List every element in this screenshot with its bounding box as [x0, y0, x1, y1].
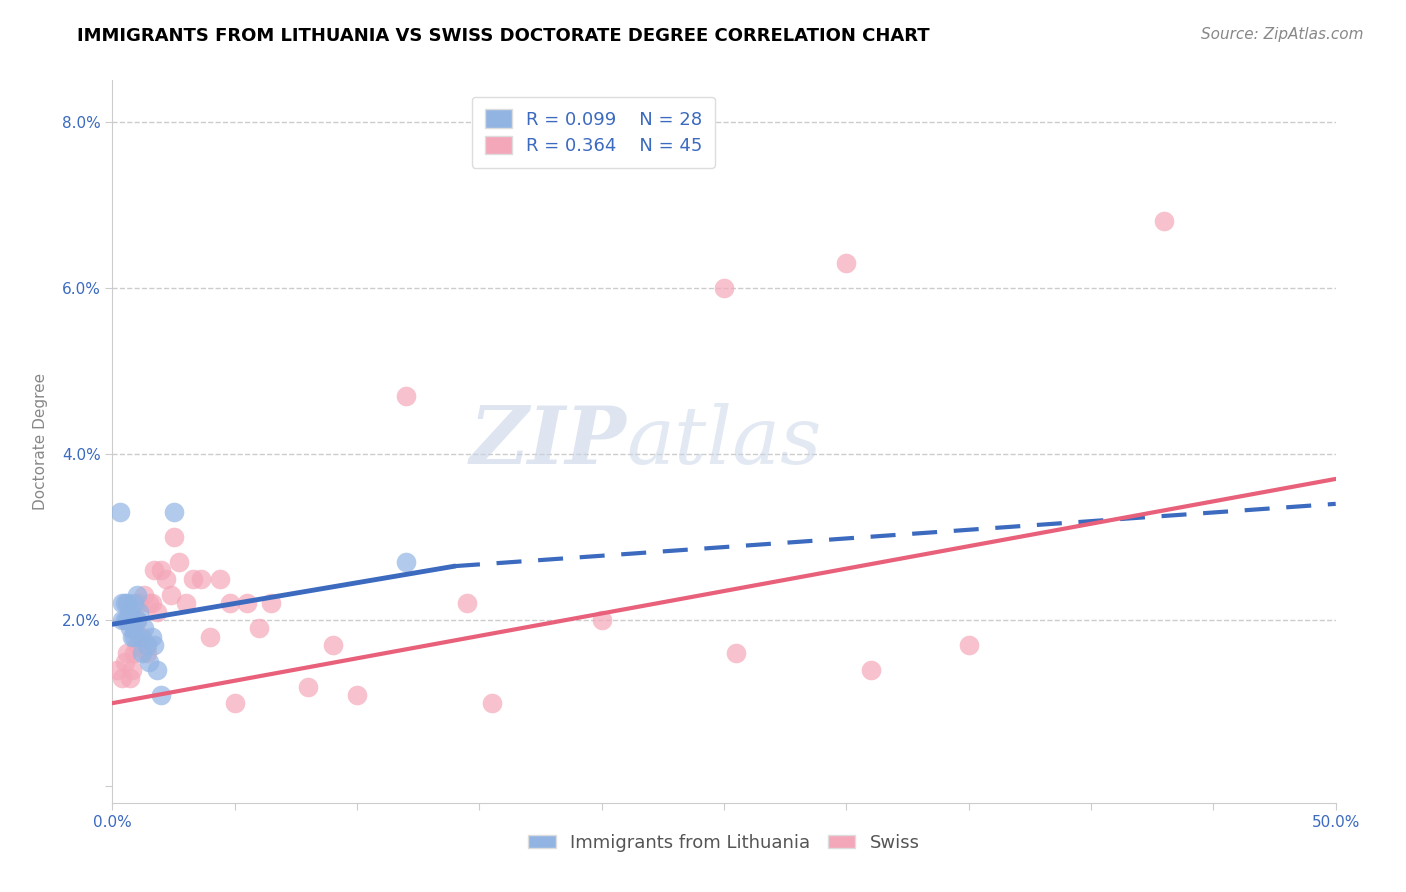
Point [118, 621, 141, 635]
Point [236, 597, 259, 611]
Text: IMMIGRANTS FROM LITHUANIA VS SWISS DOCTORATE DEGREE CORRELATION CHART: IMMIGRANTS FROM LITHUANIA VS SWISS DOCTO… [77, 27, 929, 45]
Point [145, 663, 167, 677]
Point [121, 630, 143, 644]
Point [128, 630, 150, 644]
Point [125, 588, 148, 602]
Point [163, 505, 186, 519]
Point [108, 505, 131, 519]
Point [260, 597, 283, 611]
Point [111, 613, 134, 627]
Point [138, 597, 160, 611]
Point [124, 621, 146, 635]
Point [115, 613, 138, 627]
Point [105, 663, 128, 677]
Point [167, 555, 190, 569]
Point [135, 646, 157, 660]
Point [150, 563, 173, 577]
Point [114, 613, 136, 627]
Point [591, 613, 613, 627]
Point [125, 613, 148, 627]
Point [121, 663, 143, 677]
Point [111, 597, 134, 611]
Point [128, 605, 150, 619]
Point [143, 638, 166, 652]
Point [121, 613, 143, 627]
Point [115, 597, 138, 611]
Point [395, 555, 418, 569]
Point [957, 638, 980, 652]
Point [134, 588, 156, 602]
Point [115, 646, 138, 660]
Point [134, 621, 156, 635]
Point [481, 696, 503, 710]
Point [128, 597, 150, 611]
Point [163, 530, 186, 544]
Point [297, 680, 319, 694]
Point [131, 630, 153, 644]
Point [118, 605, 141, 619]
Point [346, 688, 368, 702]
Point [395, 389, 418, 403]
Point [131, 646, 153, 660]
Point [1153, 214, 1175, 228]
Point [141, 630, 163, 644]
Point [125, 613, 148, 627]
Point [145, 605, 167, 619]
Text: atlas: atlas [626, 403, 821, 480]
Point [138, 655, 160, 669]
Point [135, 638, 157, 652]
Point [141, 597, 163, 611]
Point [181, 572, 204, 586]
Point [859, 663, 882, 677]
Point [114, 597, 136, 611]
Point [150, 688, 173, 702]
Point [247, 621, 270, 635]
Point [124, 597, 146, 611]
Legend: Immigrants from Lithuania, Swiss: Immigrants from Lithuania, Swiss [522, 826, 927, 859]
Point [143, 563, 166, 577]
Point [200, 630, 222, 644]
Point [456, 597, 478, 611]
Text: Source: ZipAtlas.com: Source: ZipAtlas.com [1201, 27, 1364, 42]
Point [155, 572, 177, 586]
Point [713, 281, 735, 295]
Point [209, 572, 232, 586]
Point [174, 597, 197, 611]
Point [111, 671, 134, 685]
Point [125, 638, 148, 652]
Point [224, 696, 246, 710]
Point [160, 588, 183, 602]
Y-axis label: Doctorate Degree: Doctorate Degree [32, 373, 48, 510]
Point [725, 646, 748, 660]
Point [124, 646, 146, 660]
Point [190, 572, 212, 586]
Text: ZIP: ZIP [470, 403, 626, 480]
Point [219, 597, 242, 611]
Point [118, 671, 141, 685]
Point [124, 630, 146, 644]
Point [322, 638, 344, 652]
Point [835, 256, 858, 270]
Point [114, 655, 136, 669]
